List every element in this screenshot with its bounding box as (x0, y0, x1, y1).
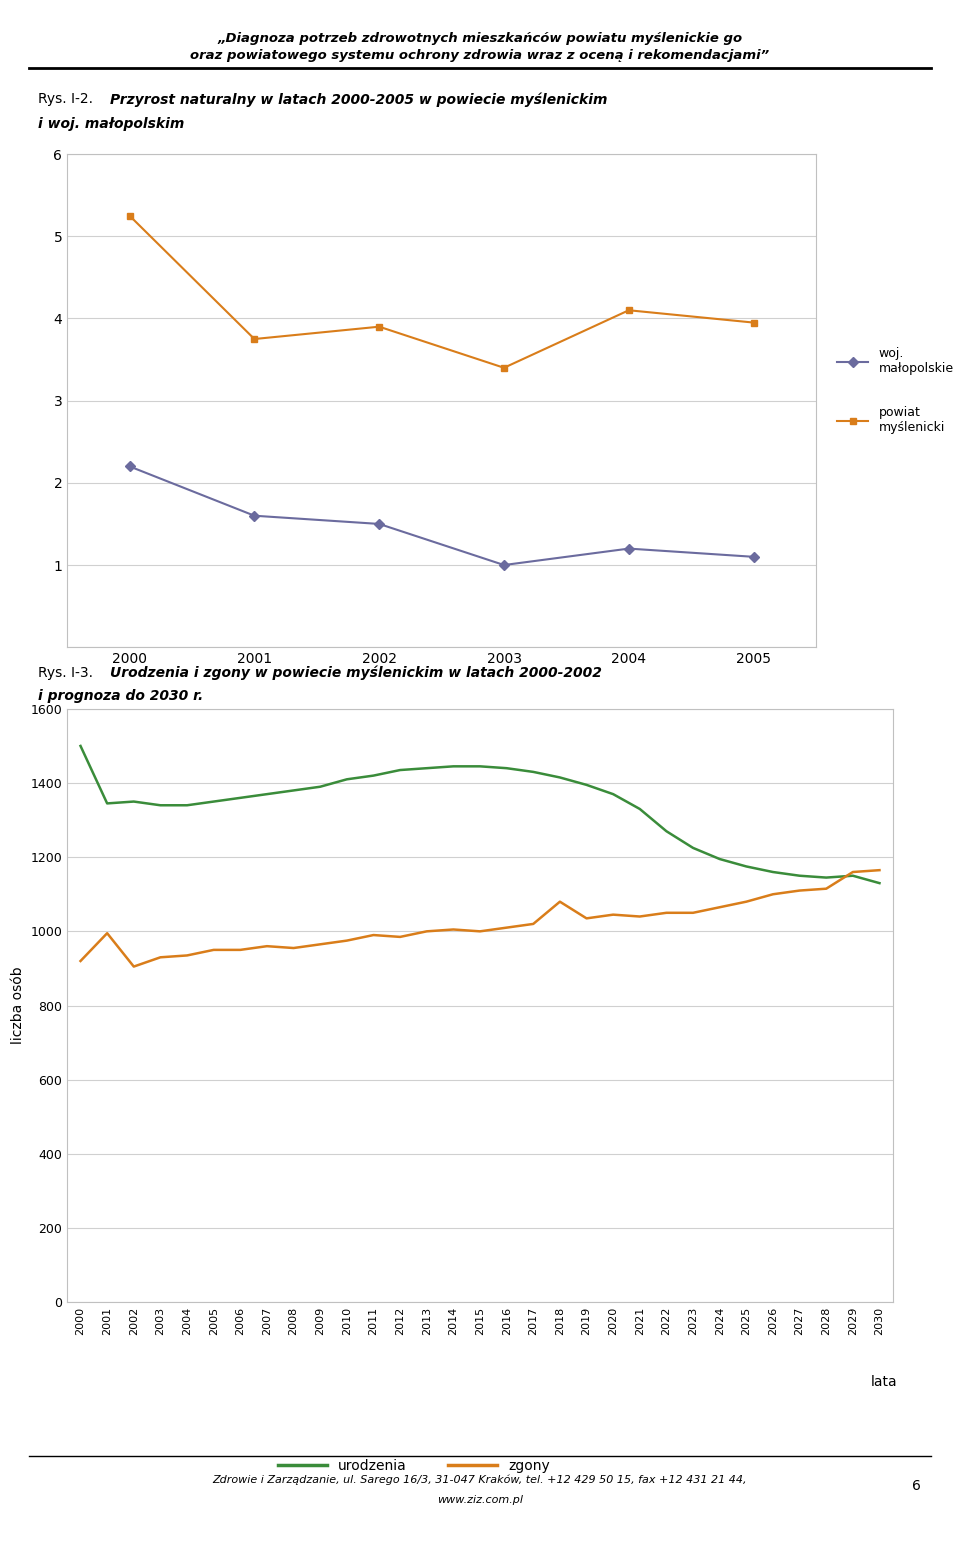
Text: Rys. I-3.: Rys. I-3. (38, 666, 98, 680)
Text: www.ziz.com.pl: www.ziz.com.pl (437, 1495, 523, 1504)
Text: 6: 6 (912, 1479, 922, 1493)
Legend: woj.
małopolskie, powiat
myślenicki: woj. małopolskie, powiat myślenicki (837, 347, 953, 435)
Legend: urodzenia, zgony: urodzenia, zgony (278, 1459, 550, 1473)
Y-axis label: liczba osób: liczba osób (11, 966, 25, 1045)
Text: Urodzenia i zgony w powiecie myślenickim w latach 2000-2002: Urodzenia i zgony w powiecie myślenickim… (110, 666, 602, 680)
Text: Rys. I-2.: Rys. I-2. (38, 92, 98, 106)
Text: oraz powiatowego systemu ochrony zdrowia wraz z oceną i rekomendacjami”: oraz powiatowego systemu ochrony zdrowia… (190, 49, 770, 62)
Text: Przyrost naturalny w latach 2000-2005 w powiecie myślenickim: Przyrost naturalny w latach 2000-2005 w … (110, 92, 608, 106)
Text: i prognoza do 2030 r.: i prognoza do 2030 r. (38, 689, 204, 703)
Text: lata: lata (871, 1375, 898, 1388)
Text: „Diagnoza potrzeb zdrowotnych mieszkańców powiatu myślenickie go: „Diagnoza potrzeb zdrowotnych mieszkańcó… (217, 32, 743, 45)
Text: i woj. małopolskim: i woj. małopolskim (38, 117, 184, 131)
Text: Zdrowie i Zarządzanie, ul. Sarego 16/3, 31-047 Kraków, tel. +12 429 50 15, fax +: Zdrowie i Zarządzanie, ul. Sarego 16/3, … (213, 1475, 747, 1486)
